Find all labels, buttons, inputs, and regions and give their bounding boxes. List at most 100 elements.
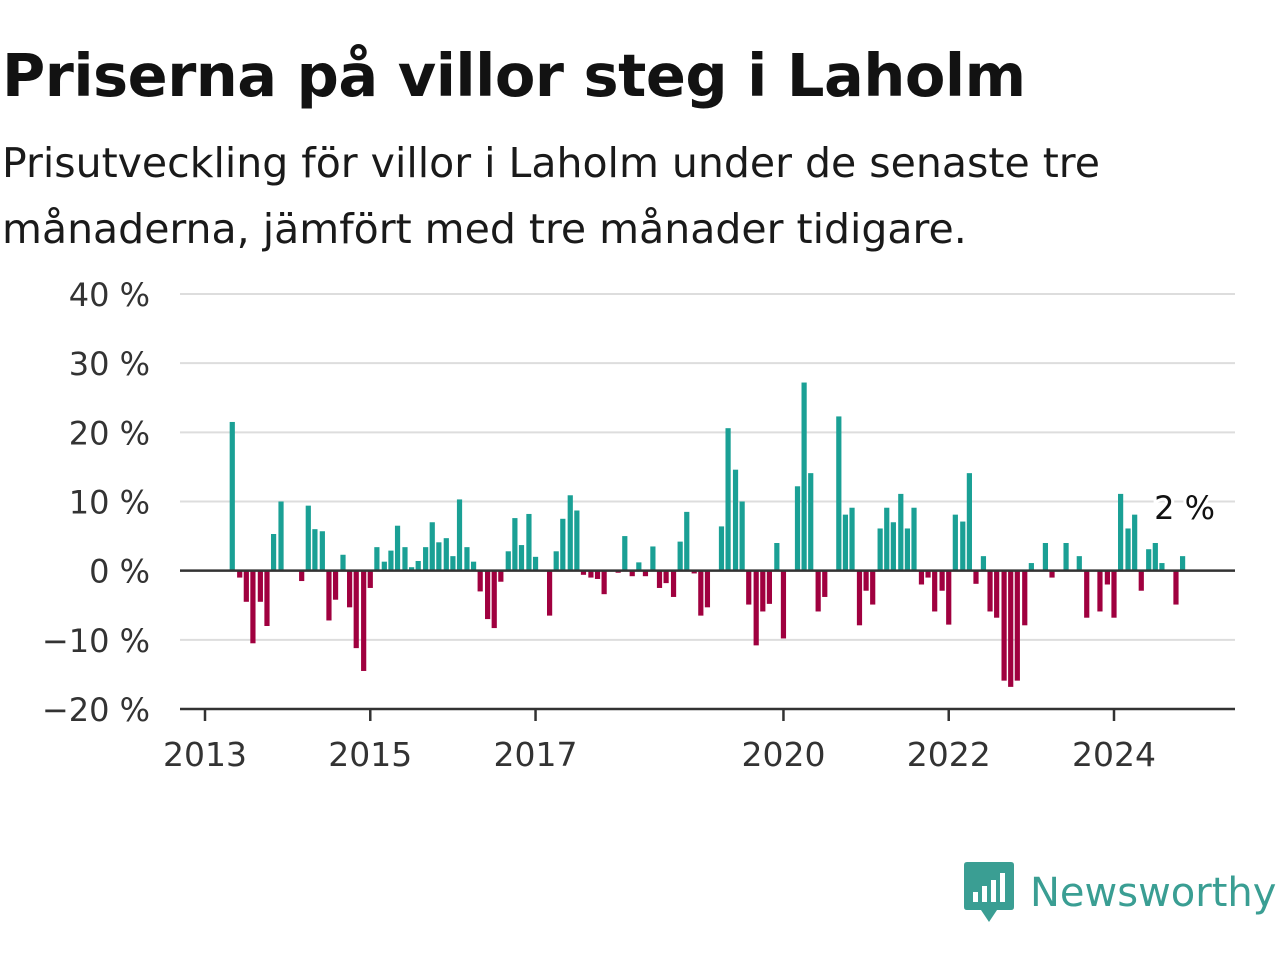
bar: [512, 518, 518, 571]
bar: [987, 570, 993, 612]
bar: [622, 536, 628, 571]
x-tick-label: 2013: [163, 735, 247, 774]
x-tick-label: 2017: [494, 735, 578, 774]
bar: [560, 518, 566, 571]
chart-subtitle: Prisutveckling för villor i Laholm under…: [2, 139, 1100, 253]
bar: [1049, 570, 1055, 578]
bar: [932, 570, 938, 612]
x-axis: 2013 2015 2017 2020 2022 2024: [163, 709, 1156, 774]
bar: [904, 528, 911, 571]
bar: [670, 570, 677, 597]
bar: [464, 547, 470, 571]
bar: [677, 541, 683, 571]
bar: [546, 570, 553, 616]
bar: [423, 547, 429, 571]
bar: [553, 551, 559, 571]
bars: [229, 382, 1186, 687]
bar: [1179, 556, 1186, 571]
bar: [299, 570, 305, 582]
bar: [704, 570, 711, 608]
bar: [332, 570, 339, 600]
bar: [725, 428, 731, 571]
bar: [1146, 549, 1152, 571]
bar: [870, 570, 876, 605]
bar: [1042, 543, 1049, 571]
bar: [278, 501, 284, 571]
bar: [450, 556, 456, 571]
bar: [1001, 570, 1007, 681]
bar: [849, 507, 855, 571]
bar: [739, 501, 745, 571]
y-tick-label: −10 %: [42, 622, 150, 660]
bar: [898, 493, 904, 571]
newsworthy-logo: Newsworthy: [964, 862, 1276, 924]
bar: [939, 570, 945, 591]
y-tick-label: 40 %: [69, 276, 150, 314]
bar: [925, 570, 931, 578]
last-value-label: 2 %: [1154, 489, 1215, 527]
bar: [470, 561, 477, 571]
bar: [1028, 563, 1034, 571]
bar: [822, 570, 828, 597]
bar: [766, 570, 773, 604]
bar: [243, 570, 249, 602]
bar: [229, 421, 235, 571]
bar: [381, 561, 387, 571]
bar: [760, 570, 766, 612]
newsworthy-logo-icon: [964, 862, 1014, 922]
bar: [594, 570, 601, 579]
brand-name: Newsworthy: [1030, 870, 1277, 916]
bar: [388, 550, 394, 571]
bar: [656, 570, 663, 588]
bar-chart: 40 %30 %20 %10 %0 %−10 %−20 % 2013 2015 20…: [42, 276, 1235, 774]
bar: [918, 570, 925, 585]
bar: [526, 513, 532, 571]
x-tick-label: 2015: [328, 735, 412, 774]
bar: [574, 510, 580, 571]
bar: [801, 382, 807, 571]
bar: [815, 570, 821, 612]
bar: [636, 562, 642, 571]
bar: [684, 511, 690, 571]
bar: [629, 570, 635, 577]
y-tick-label: −20 %: [42, 691, 150, 729]
bar: [1076, 556, 1082, 571]
bar: [1104, 570, 1110, 585]
bar: [994, 570, 1000, 618]
bar: [877, 528, 883, 571]
bar: [836, 416, 842, 571]
bar: [966, 473, 972, 571]
bar: [718, 526, 725, 571]
bar: [361, 570, 367, 671]
bar: [808, 473, 814, 571]
bar: [663, 570, 669, 584]
bar: [642, 570, 649, 577]
bar: [911, 507, 917, 571]
bar: [980, 556, 987, 571]
bar: [319, 531, 325, 571]
bar: [1022, 570, 1028, 626]
bar: [567, 495, 573, 571]
bar: [237, 570, 243, 578]
bar: [1159, 563, 1165, 571]
bar: [374, 547, 380, 571]
bar: [952, 514, 958, 571]
bar: [1008, 570, 1014, 687]
x-tick-label: 2020: [741, 735, 825, 774]
bar: [347, 570, 353, 608]
bar: [367, 570, 373, 588]
bar: [250, 570, 256, 644]
bar: [884, 507, 890, 571]
bar: [1014, 570, 1020, 681]
bar: [1138, 570, 1144, 591]
bar: [946, 570, 952, 625]
bar: [973, 570, 979, 584]
bar: [429, 522, 435, 571]
bar: [650, 546, 656, 571]
bar: [1097, 570, 1103, 612]
chart-title: Priserna på villor steg i Laholm: [2, 41, 1026, 110]
x-tick-label: 2024: [1072, 735, 1156, 774]
bar: [732, 469, 739, 571]
bar: [415, 560, 421, 571]
bar: [794, 486, 801, 571]
